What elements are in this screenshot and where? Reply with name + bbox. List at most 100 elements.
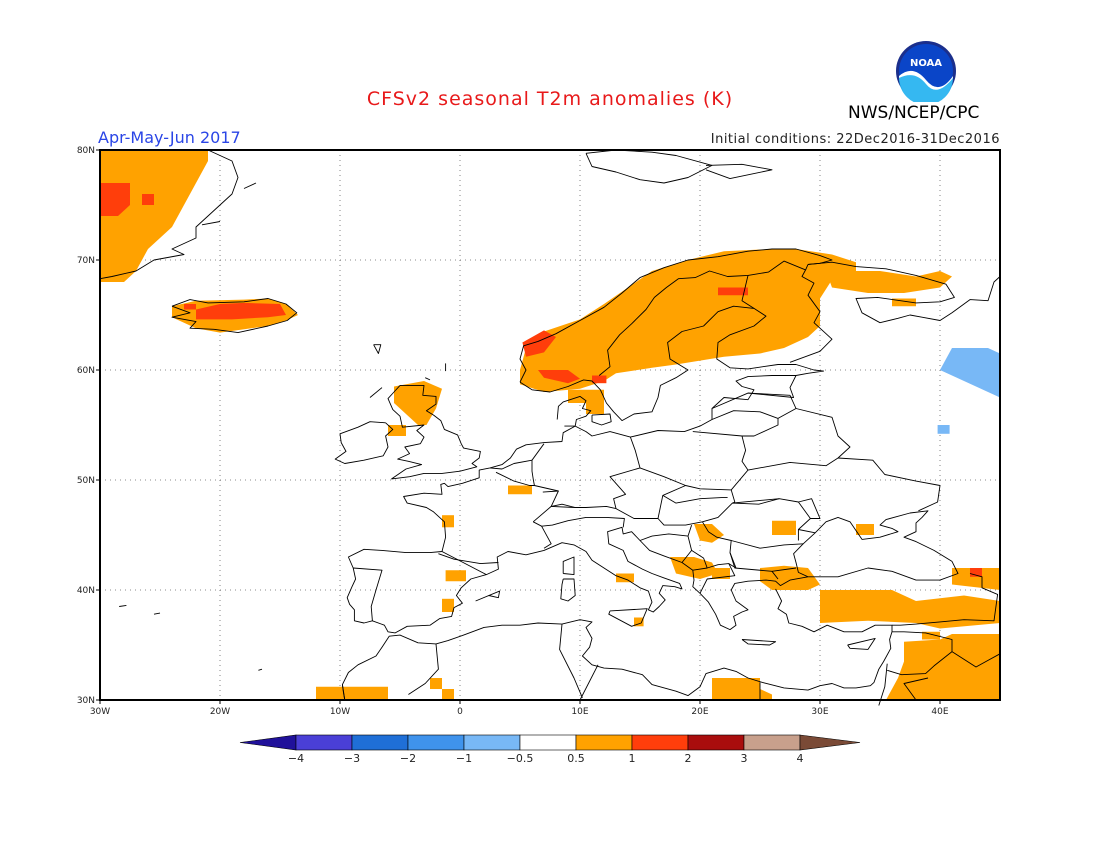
coastline-segment <box>532 503 576 523</box>
chart-title: CFSv2 seasonal T2m anomalies (K) <box>366 88 734 110</box>
colorbar-arrow-right <box>799 734 861 751</box>
coastline-segment <box>741 639 777 646</box>
noaa-logo: NOAA <box>896 41 956 102</box>
coastline-segment <box>258 668 263 671</box>
coastline-segment <box>798 498 821 519</box>
coastline-segment <box>639 535 653 541</box>
coastline-segment <box>387 384 481 480</box>
coastline-segment <box>562 556 575 576</box>
colorbar-arrow-left <box>239 734 297 751</box>
agency-label: NWS/NCEP/CPC <box>848 103 980 123</box>
coastline-segment <box>119 604 127 607</box>
coastline-segment <box>951 651 1001 668</box>
coastline-segment <box>560 578 576 602</box>
lon-tick-label: 30E <box>811 707 828 717</box>
anomaly-patch <box>442 598 454 612</box>
coastline-segment <box>99 149 239 280</box>
colorbar-swatch <box>631 734 689 751</box>
anomaly-patch <box>508 485 532 495</box>
anomaly-patch <box>712 568 730 579</box>
anomaly-patch <box>616 293 700 357</box>
anomaly-patch <box>616 573 634 583</box>
coastline-segment <box>341 684 346 701</box>
coastline-segment <box>519 305 796 422</box>
coastline-segment <box>489 459 535 486</box>
coastline-segment <box>532 521 552 549</box>
coastline-segment <box>579 664 599 701</box>
coastline-segment <box>729 552 797 572</box>
lat-tick-label: 80N <box>77 146 95 156</box>
logo-text: NOAA <box>910 58 942 69</box>
coastline-segment <box>732 498 780 504</box>
lon-tick-label: 10E <box>571 707 588 717</box>
coastline-segment <box>847 637 876 650</box>
coastline-segment <box>541 516 625 528</box>
coastline-segment <box>559 624 583 698</box>
colorbar-label: 4 <box>797 752 804 765</box>
coastline-segment <box>475 590 501 602</box>
colorbar-label: 3 <box>741 752 748 765</box>
anomaly-patch <box>952 568 1000 590</box>
lon-tick-label: 20W <box>210 707 230 717</box>
lat-tick-label: 50N <box>77 476 95 486</box>
colorbar-label: −3 <box>344 752 360 765</box>
coastline-segment <box>585 149 713 184</box>
anomaly-patch <box>772 520 796 535</box>
colorbar-label: −1 <box>456 752 472 765</box>
coastline-segment <box>662 485 686 496</box>
colorbar-label: −0.5 <box>507 752 534 765</box>
axis-ticks: 30W 20W 10W 0 10E 20E 30E 40E 30N 40N 50N 60N 70N 80N <box>77 146 949 717</box>
coastline-segment <box>771 571 779 580</box>
coastline-segment <box>369 387 383 398</box>
coastline-segment <box>747 375 797 398</box>
coastline-segment <box>741 275 755 309</box>
coastline-segment <box>699 364 825 427</box>
coastline-segment <box>334 421 394 464</box>
forecast-period: Apr-May-Jun 2017 <box>98 128 241 147</box>
lat-tick-label: 60N <box>77 366 95 376</box>
anomaly-patch <box>184 304 196 310</box>
coastline-segment <box>519 248 833 383</box>
coastline-segment <box>341 588 893 701</box>
anomaly-patch <box>634 617 644 627</box>
anomaly-patch <box>316 686 388 700</box>
coastline-segment <box>892 573 999 626</box>
colorbar: −4 −3 −2 −1 −0.5 0.5 1 2 3 4 <box>239 734 861 765</box>
anomaly-patch <box>586 403 604 414</box>
coastline-segment <box>531 443 545 461</box>
anomaly-patch <box>712 678 772 700</box>
anomaly-patch <box>568 389 604 403</box>
anomaly-patch <box>442 689 454 700</box>
colorbar-swatch <box>351 734 409 751</box>
lat-tick-label: 70N <box>77 256 95 266</box>
colorbar-swatch <box>407 734 465 751</box>
coastline-segment <box>598 260 806 376</box>
anomaly-patch <box>388 425 406 436</box>
lon-tick-label: 40E <box>931 707 948 717</box>
anomaly-patch <box>937 425 950 434</box>
coastline-segment <box>201 221 221 226</box>
anomaly-patch <box>592 375 607 384</box>
coastline-segment <box>346 425 959 634</box>
lon-tick-label: 20E <box>691 707 708 717</box>
coastline-segment <box>903 677 929 701</box>
coastline-segment <box>408 643 439 695</box>
coastline-segment <box>438 553 499 565</box>
anomaly-patch <box>196 302 286 320</box>
coastline-segment <box>373 344 382 354</box>
coastline-segment <box>425 377 431 381</box>
coastline-segment <box>556 395 592 427</box>
colorbar-label: 2 <box>685 752 692 765</box>
anomaly-patch <box>445 570 466 582</box>
coastline-segment <box>747 408 851 471</box>
anomaly-patch <box>142 194 154 205</box>
lat-tick-label: 30N <box>77 696 95 706</box>
coastline-segment <box>692 431 749 491</box>
lon-tick-label: 30W <box>90 707 110 717</box>
coastlines <box>99 149 1001 706</box>
anomaly-patch <box>538 370 580 384</box>
anomaly-shading <box>100 150 1000 700</box>
colorbar-swatch <box>463 734 521 751</box>
colorbar-swatch <box>295 734 353 751</box>
anomaly-patch <box>760 565 820 590</box>
